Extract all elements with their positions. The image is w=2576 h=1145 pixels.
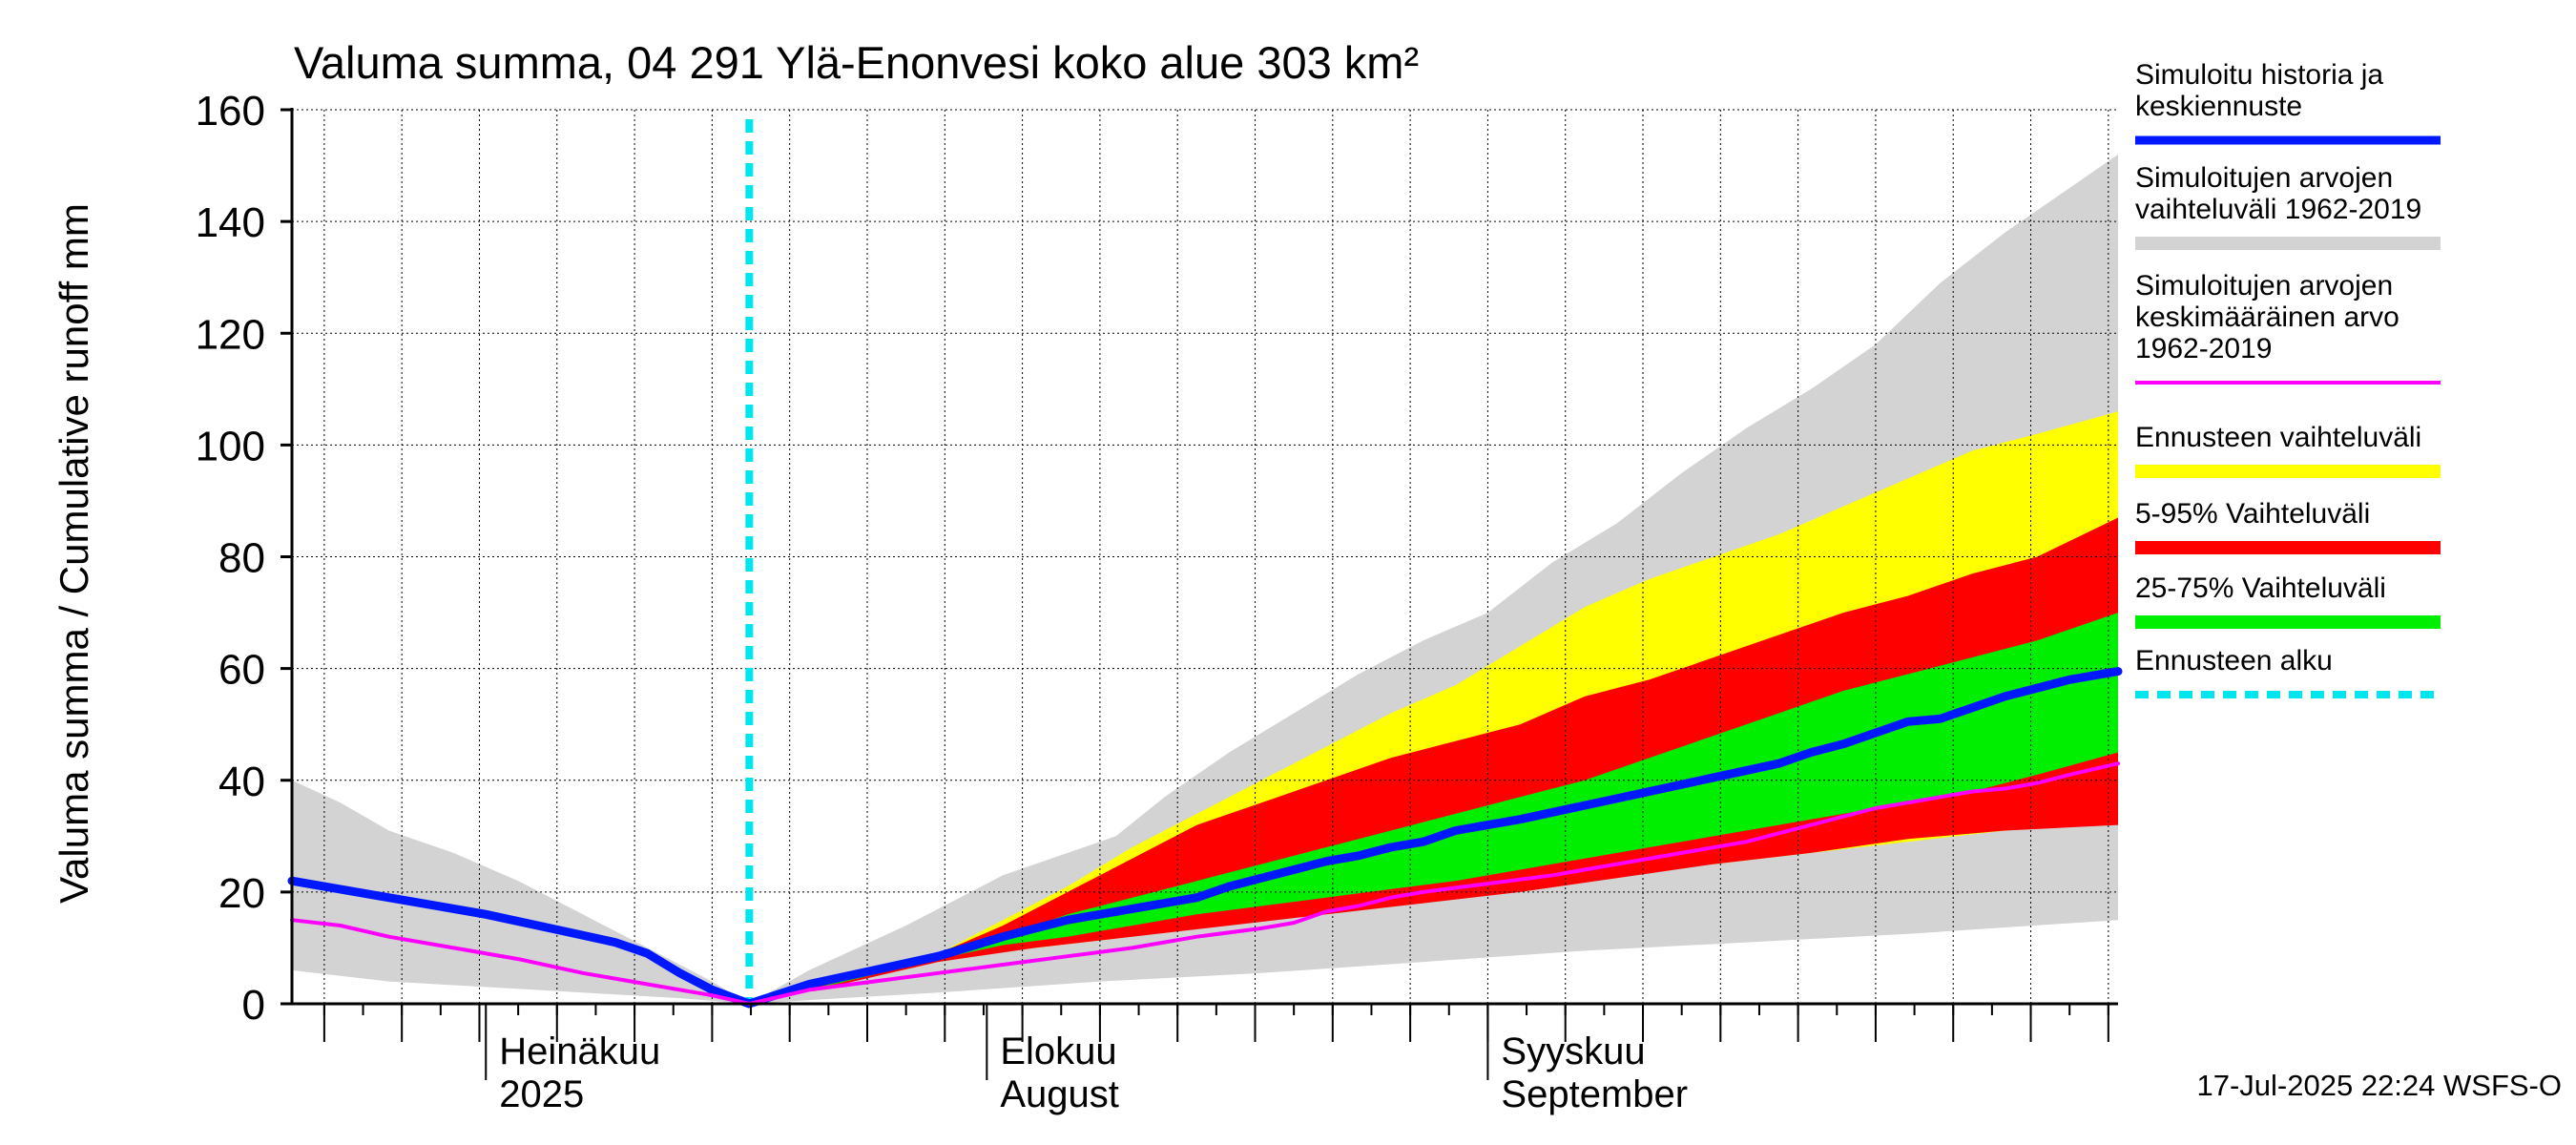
legend-swatch <box>2135 237 2441 250</box>
band-25-75 <box>749 613 2118 1004</box>
y-tick-label: 60 <box>218 647 265 694</box>
footer-timestamp: 17-Jul-2025 22:24 WSFS-O <box>2196 1069 2562 1102</box>
x-month-label: Syyskuu <box>1501 1030 1645 1072</box>
legend-label: keskimääräinen arvo <box>2135 302 2399 333</box>
x-month-label: Heinäkuu <box>499 1030 660 1072</box>
legend-swatch <box>2135 541 2441 554</box>
legend-label: keskiennuste <box>2135 91 2302 122</box>
series-line-historical-average <box>290 761 2120 1006</box>
legend-label: Ennusteen vaihteluväli <box>2135 422 2421 453</box>
legend-label: 1962-2019 <box>2135 333 2272 364</box>
y-tick-label: 40 <box>218 759 265 805</box>
band-5-95 <box>749 517 2118 1004</box>
legend-label: Ennusteen alku <box>2135 645 2333 677</box>
legend-label: 25-75% Vaihteluväli <box>2135 572 2386 604</box>
legend-swatch <box>2135 465 2441 478</box>
band-layer <box>292 154 2118 1004</box>
y-tick-label: 80 <box>218 535 265 582</box>
x-month-label: Elokuu <box>1000 1030 1116 1072</box>
series-line-mean-forecast <box>287 667 2123 1009</box>
legend-label: Simuloitu historia ja <box>2135 59 2383 91</box>
x-month-sublabel: 2025 <box>499 1073 584 1115</box>
y-tick-label: 120 <box>196 311 265 358</box>
x-month-sublabel: September <box>1501 1073 1688 1115</box>
chart-title: Valuma summa, 04 291 Ylä-Enonvesi koko a… <box>294 37 1419 88</box>
grid-layer <box>292 109 2118 1004</box>
y-tick-label: 140 <box>196 199 265 246</box>
legend-swatch <box>2135 615 2441 629</box>
y-tick-label: 100 <box>196 423 265 469</box>
legend-label: Simuloitujen arvojen <box>2135 270 2393 302</box>
y-tick-label: 160 <box>196 88 265 135</box>
legend-label: 5-95% Vaihteluväli <box>2135 498 2370 530</box>
y-tick-label: 0 <box>242 982 265 1029</box>
y-tick-label: 20 <box>218 870 265 917</box>
legend-label: Simuloitujen arvojen <box>2135 162 2393 194</box>
series-layer <box>287 667 2123 1009</box>
x-month-sublabel: August <box>1000 1073 1119 1115</box>
legend-label: vaihteluväli 1962-2019 <box>2135 194 2421 225</box>
y-axis-label: Valuma summa / Cumulative runoff mm <box>52 203 96 904</box>
